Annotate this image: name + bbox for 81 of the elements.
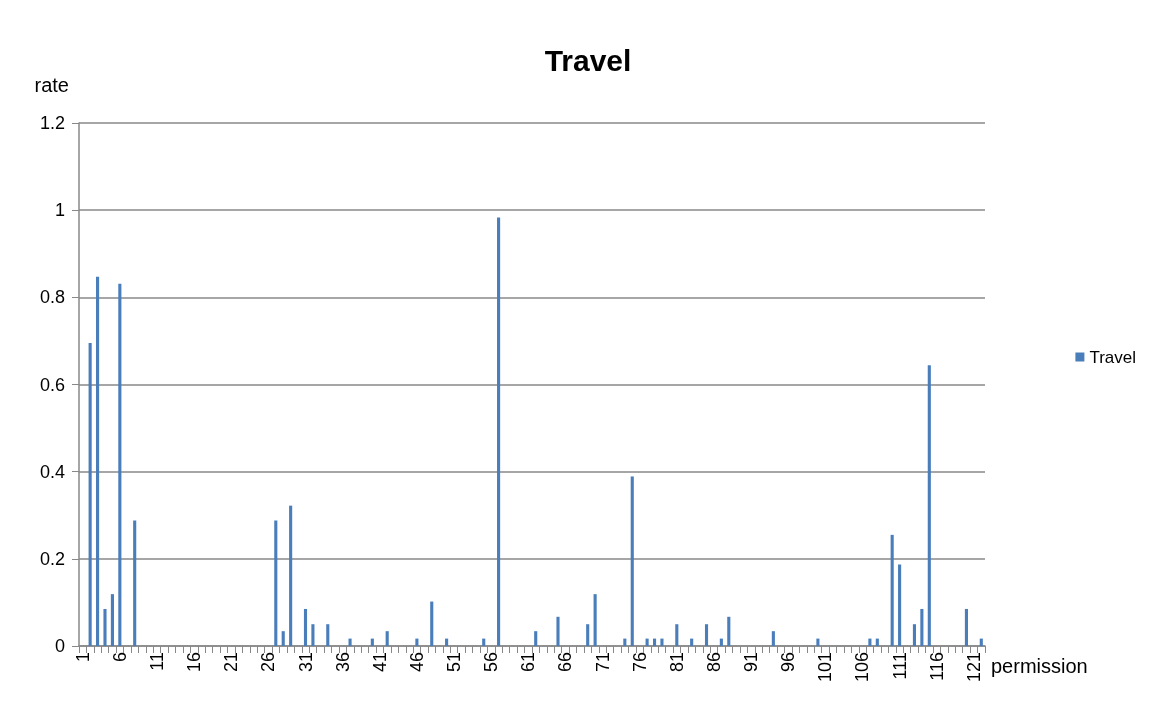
bar xyxy=(719,638,723,646)
bar xyxy=(311,624,315,646)
y-tick-label: 0 xyxy=(54,636,65,656)
bar xyxy=(912,624,917,646)
x-tick-label: 111 xyxy=(889,652,910,680)
x-tick-label: 26 xyxy=(258,652,279,673)
chart-title: Travel xyxy=(544,43,632,77)
x-tick-label: 1 xyxy=(72,652,93,663)
bar xyxy=(964,608,968,646)
x-tick-label: 66 xyxy=(555,652,576,673)
bar xyxy=(326,624,330,646)
x-tick-label: 31 xyxy=(295,652,316,673)
x-tick-label: 96 xyxy=(778,652,799,673)
x-tick-label: 46 xyxy=(406,652,427,673)
bar xyxy=(497,217,501,646)
bar xyxy=(303,608,308,646)
bar xyxy=(927,365,931,646)
bar xyxy=(103,608,107,646)
bar xyxy=(289,505,293,646)
x-tick-label: 81 xyxy=(666,652,687,673)
bar xyxy=(586,624,590,646)
bar xyxy=(534,631,538,646)
x-tick-label: 36 xyxy=(332,652,353,673)
x-tick-label: 71 xyxy=(592,652,613,673)
bar xyxy=(385,631,389,646)
y-tick-label: 1.2 xyxy=(39,113,65,133)
legend-label: Travel xyxy=(1089,347,1137,367)
x-tick-label: 91 xyxy=(741,652,762,673)
x-tick-label: 61 xyxy=(518,652,539,673)
bar xyxy=(675,624,679,646)
y-tick-label: 0.2 xyxy=(39,548,65,569)
bar xyxy=(348,638,352,646)
x-tick-label: 21 xyxy=(221,652,242,673)
y-tick-label: 0.8 xyxy=(39,287,65,308)
bar xyxy=(430,601,434,646)
bar xyxy=(771,631,775,646)
x-tick-label: 56 xyxy=(481,652,502,673)
bar xyxy=(133,520,137,646)
bar xyxy=(274,520,278,646)
bar xyxy=(370,638,374,646)
bar xyxy=(920,608,924,646)
bar xyxy=(868,638,872,646)
bar xyxy=(118,283,122,646)
bar xyxy=(979,638,983,646)
x-tick-label: 11 xyxy=(146,652,167,671)
bar xyxy=(898,564,902,646)
x-tick-label: 101 xyxy=(815,652,836,683)
x-tick-label: 116 xyxy=(926,652,947,681)
bar xyxy=(816,638,820,646)
y-tick-label: 0.4 xyxy=(39,461,65,482)
bar xyxy=(281,631,285,646)
bar xyxy=(875,638,879,646)
bar xyxy=(110,594,114,646)
x-tick-label: 6 xyxy=(109,652,130,663)
x-tick-label: 16 xyxy=(184,652,205,673)
bar xyxy=(482,638,486,646)
x-tick-label: 76 xyxy=(629,652,650,673)
bar xyxy=(727,616,731,646)
bar xyxy=(623,638,627,646)
bar xyxy=(556,616,560,646)
x-tick-label: 106 xyxy=(852,652,873,683)
x-tick-label: 121 xyxy=(963,652,984,683)
bar xyxy=(88,343,92,646)
bar xyxy=(96,276,100,646)
y-tick-label: 0.6 xyxy=(39,374,65,395)
bar xyxy=(690,638,694,646)
bar xyxy=(593,594,597,646)
y-axis-title: rate xyxy=(34,74,69,96)
x-tick-label: 86 xyxy=(703,652,724,673)
x-tick-label: 41 xyxy=(369,652,390,673)
bar xyxy=(645,638,649,646)
bar xyxy=(415,638,419,646)
bar xyxy=(630,476,634,646)
bar xyxy=(890,534,894,646)
y-tick-label: 1 xyxy=(54,200,65,221)
bar xyxy=(704,624,709,646)
bar xyxy=(652,638,657,646)
x-tick-label: 51 xyxy=(444,652,465,673)
x-axis-title: permission xyxy=(991,655,1088,677)
bar xyxy=(660,638,664,646)
bar xyxy=(445,638,449,646)
